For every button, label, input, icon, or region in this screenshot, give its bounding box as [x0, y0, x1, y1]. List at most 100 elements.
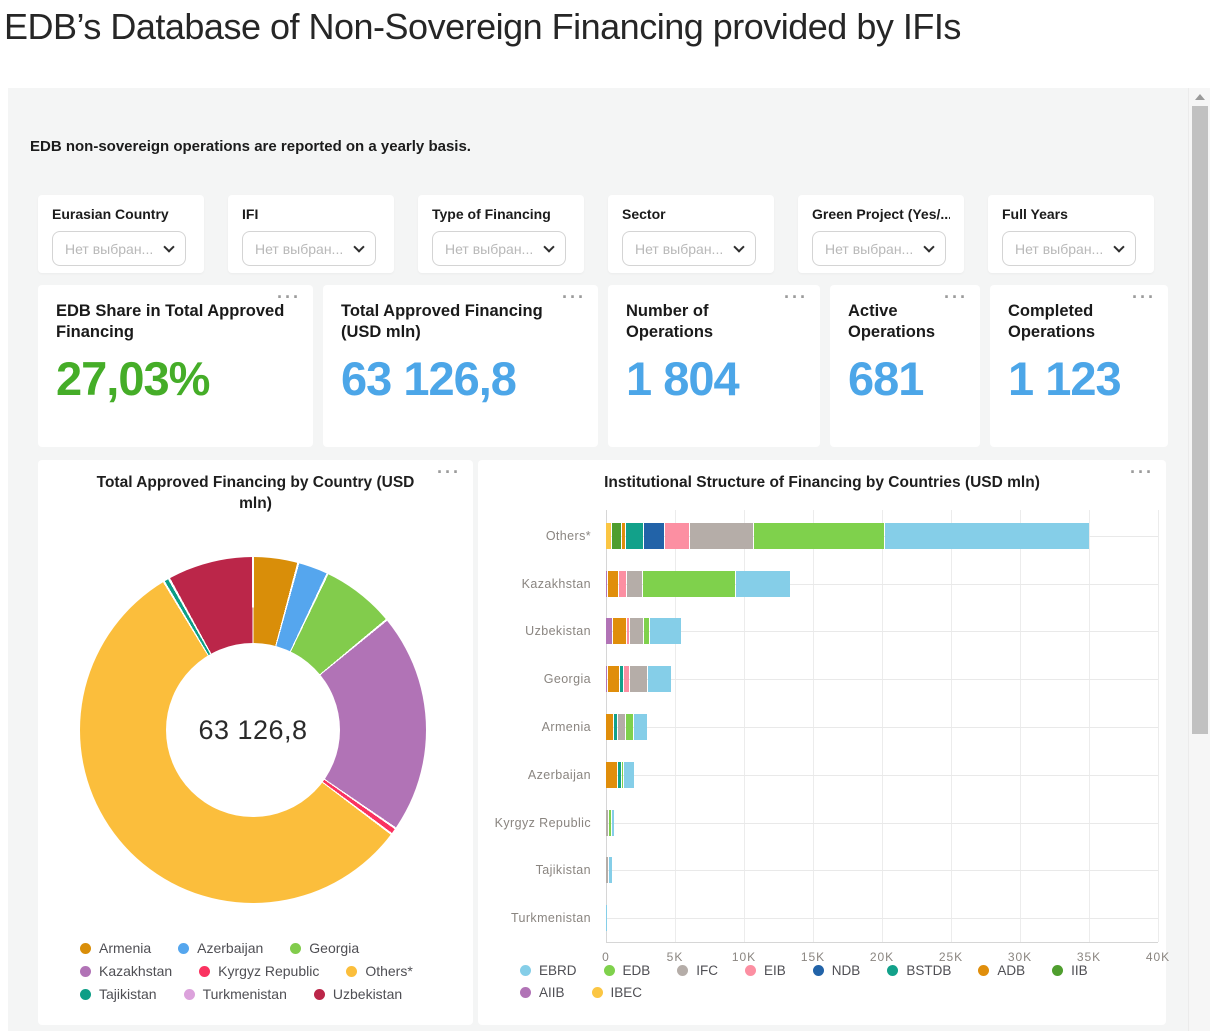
more-menu-icon[interactable]: ··· — [277, 287, 301, 307]
bar-segment-edb[interactable] — [625, 714, 634, 741]
legend-item-azerbaijan[interactable]: Azerbaijan — [178, 940, 263, 956]
bar-segment-ifc[interactable] — [606, 809, 609, 836]
bar-segment-eib[interactable] — [619, 570, 627, 597]
bar-segment-aiib[interactable] — [606, 618, 612, 645]
more-menu-icon[interactable]: ··· — [784, 287, 808, 307]
bar-segment-edb[interactable] — [754, 522, 885, 549]
x-axis-tick-label: 30K — [1007, 950, 1033, 964]
sector-select[interactable]: Нет выбран... — [622, 231, 756, 266]
bar-chart-title: Institutional Structure of Financing by … — [604, 474, 1040, 491]
legend-item-bstdb[interactable]: BSTDB — [887, 963, 951, 978]
legend-item-others-[interactable]: Others* — [346, 963, 413, 979]
bar-segment-edb[interactable] — [609, 809, 611, 836]
legend-item-tajikistan[interactable]: Tajikistan — [80, 986, 157, 1002]
bar-segment-iib[interactable] — [611, 522, 621, 549]
bar-segment-ebrd[interactable] — [608, 857, 612, 884]
full-years-select[interactable]: Нет выбран... — [1002, 231, 1136, 266]
legend-row: Kazakhstan Kyrgyz Republic Others* — [80, 963, 413, 979]
kpi-edb-share: ··· EDB Share in Total Approved Financin… — [38, 285, 313, 447]
more-menu-icon[interactable]: ··· — [562, 287, 586, 307]
bar-segment-ebrd[interactable] — [623, 761, 634, 788]
bar-category-label: Kazakhstan — [521, 576, 591, 591]
legend-item-turkmenistan[interactable]: Turkmenistan — [183, 986, 287, 1002]
legend-item-ebrd[interactable]: EBRD — [520, 963, 577, 978]
bar-segment-aiib[interactable] — [606, 666, 608, 693]
more-menu-icon[interactable]: ··· — [1132, 287, 1156, 307]
bar-segment-ndb[interactable] — [643, 522, 664, 549]
filter-sector: Sector Нет выбран... — [608, 195, 774, 273]
bar-segment-ifc[interactable] — [606, 857, 608, 884]
bar-segment-edb[interactable] — [621, 761, 623, 788]
legend-row: Armenia Azerbaijan Georgia — [80, 940, 413, 956]
bar-segment-adb[interactable] — [608, 666, 620, 693]
bar-segment-ifc[interactable] — [630, 666, 647, 693]
x-axis-tick-label: 10K — [731, 950, 757, 964]
gridline — [882, 510, 883, 942]
filter-label: Full Years — [1002, 206, 1068, 222]
donut-chart[interactable]: 63 126,8 — [80, 557, 426, 903]
more-menu-icon[interactable]: ··· — [437, 462, 461, 482]
type-of-financing-select[interactable]: Нет выбран... — [432, 231, 566, 266]
bar-segment-adb[interactable] — [608, 570, 619, 597]
scrollbar[interactable] — [1188, 88, 1210, 1031]
bar-segment-ifc[interactable] — [627, 570, 642, 597]
legend-item-uzbekistan[interactable]: Uzbekistan — [313, 986, 402, 1002]
legend-label: ADB — [997, 963, 1026, 978]
legend-dot-icon — [183, 988, 195, 1000]
bar-segment-ebrd[interactable] — [649, 618, 682, 645]
legend-item-ibec[interactable]: IBEC — [591, 985, 643, 1000]
bar-segment-eib[interactable] — [623, 666, 630, 693]
bar-segment-edb[interactable] — [644, 618, 649, 645]
bar-segment-adb[interactable] — [621, 522, 625, 549]
bar-segment-bstdb[interactable] — [614, 714, 617, 741]
legend-item-iib[interactable]: IIB — [1052, 963, 1088, 978]
bar-segment-ibec[interactable] — [606, 522, 611, 549]
bar-segment-adb[interactable] — [606, 761, 617, 788]
legend-label: Turkmenistan — [202, 986, 287, 1002]
more-menu-icon[interactable]: ··· — [944, 287, 968, 307]
bar-segment-bstdb[interactable] — [620, 666, 623, 693]
bar-segment-ebrd[interactable] — [634, 714, 647, 741]
bar-row-georgia: Georgia — [478, 655, 1166, 703]
bar-segment-ebrd[interactable] — [736, 570, 791, 597]
bar-segment-edb[interactable] — [642, 570, 736, 597]
legend-label: Georgia — [309, 940, 360, 956]
row-gridline — [606, 822, 1158, 824]
legend-item-ndb[interactable]: NDB — [812, 963, 860, 978]
legend-item-kyrgyz-republic[interactable]: Kyrgyz Republic — [199, 963, 319, 979]
ifi-select[interactable]: Нет выбран... — [242, 231, 376, 266]
bar-segment-ebrd[interactable] — [885, 522, 1090, 549]
legend-item-armenia[interactable]: Armenia — [80, 940, 151, 956]
more-menu-icon[interactable]: ··· — [1130, 462, 1154, 482]
bar-segment-eib[interactable] — [664, 522, 689, 549]
legend-item-kazakhstan[interactable]: Kazakhstan — [80, 963, 172, 979]
bar-segment-ifc[interactable] — [617, 714, 625, 741]
legend-item-georgia[interactable]: Georgia — [290, 940, 359, 956]
legend-item-ifc[interactable]: IFC — [677, 963, 718, 978]
bar-segment-eib[interactable] — [627, 618, 630, 645]
scrollbar-thumb[interactable] — [1192, 106, 1208, 734]
bar-segment-aiib[interactable] — [606, 570, 608, 597]
legend-label: Kyrgyz Republic — [218, 963, 320, 979]
bar-segment-ifc[interactable] — [630, 618, 644, 645]
bar-segment-ebrd[interactable] — [647, 666, 672, 693]
row-gridline — [606, 870, 1158, 872]
legend-item-adb[interactable]: ADB — [978, 963, 1025, 978]
bar-segment-adb[interactable] — [612, 618, 627, 645]
legend-item-aiib[interactable]: AIIB — [520, 985, 565, 1000]
bar-chart-plot: 0 5K 10K 15K 20K 25K 30K 35K 40K Others* Kazakhsta… — [478, 500, 1169, 964]
eurasian-country-select[interactable]: Нет выбран... — [52, 231, 186, 266]
legend-label: Armenia — [99, 940, 152, 956]
bar-segment-bstdb[interactable] — [625, 522, 643, 549]
bar-segment-ebrd[interactable] — [611, 809, 614, 836]
chevron-down-icon — [353, 240, 365, 253]
legend-item-eib[interactable]: EIB — [745, 963, 786, 978]
bar-segment-ifc[interactable] — [689, 522, 754, 549]
bar-segment-bstdb[interactable] — [618, 761, 621, 788]
green-project-select[interactable]: Нет выбран... — [812, 231, 946, 266]
legend-label: IBEC — [610, 985, 643, 1000]
bar-segment-adb[interactable] — [606, 714, 614, 741]
legend-item-edb[interactable]: EDB — [603, 963, 650, 978]
scroll-up-button[interactable] — [1189, 88, 1210, 106]
bar-category-label: Tajikistan — [535, 863, 591, 878]
